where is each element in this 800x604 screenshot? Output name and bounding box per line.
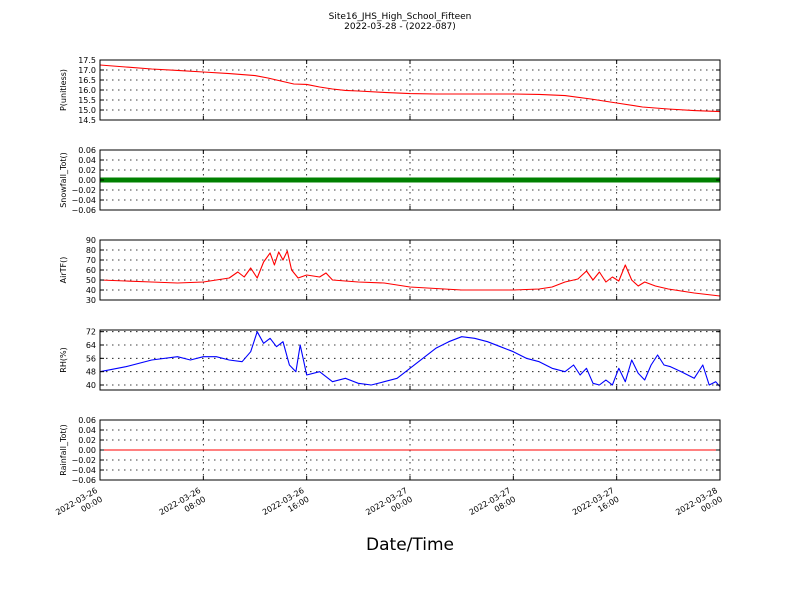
series-line bbox=[99, 64, 721, 113]
x-tick-label: 2022-03-2600:00 bbox=[54, 486, 104, 526]
x-tick-label: 2022-03-2716:00 bbox=[571, 486, 621, 526]
y-tick-label: 64 bbox=[86, 341, 96, 350]
y-tick-label: −0.02 bbox=[71, 186, 96, 195]
shared-x-axis: 2022-03-2600:00 2022-03-2608:00 2022-03-26… bbox=[54, 486, 724, 526]
y-tick-label: −0.04 bbox=[71, 196, 96, 205]
y-tick-label: 30 bbox=[86, 296, 96, 305]
y-tick-label: 0.06 bbox=[78, 416, 96, 425]
y-tick-label: 0.02 bbox=[78, 436, 96, 445]
y-tick-label: 40 bbox=[86, 381, 96, 390]
y-tick-label: 72 bbox=[86, 328, 96, 337]
y-tick-label: 56 bbox=[86, 354, 96, 363]
y-tick-label: 0.00 bbox=[78, 176, 96, 185]
y-tick-label: 0.00 bbox=[78, 446, 96, 455]
y-tick-label: 48 bbox=[86, 368, 96, 377]
subplot-2: −0.06−0.04−0.020.000.020.040.06 Snowfall_… bbox=[59, 146, 721, 215]
y-tick-label: 16.0 bbox=[78, 86, 96, 95]
y-tick-label: 70 bbox=[86, 256, 96, 265]
y-tick-label: 17.0 bbox=[78, 66, 96, 75]
figure-title-line2: 2022-03-28 - (2022-087) bbox=[344, 22, 456, 32]
y-tick-label: 40 bbox=[86, 286, 96, 295]
y-tick-label: 0.04 bbox=[78, 426, 96, 435]
subplot-5: −0.06−0.04−0.020.000.020.040.06 Rainfall_… bbox=[59, 416, 721, 485]
y-tick-label: 15.0 bbox=[78, 106, 96, 115]
y-tick-label: −0.06 bbox=[71, 476, 96, 485]
y-tick-label: 17.5 bbox=[78, 56, 96, 65]
y-tick-label: −0.04 bbox=[71, 466, 96, 475]
y-axis-label: Rainfall_Tot() bbox=[59, 424, 68, 476]
x-tick-label: 2022-03-2616:00 bbox=[261, 486, 311, 526]
y-axis-label: Snowfall_Tot() bbox=[59, 152, 68, 208]
y-tick-label: 0.06 bbox=[78, 146, 96, 155]
y-tick-label: 80 bbox=[86, 246, 96, 255]
y-tick-label: 15.5 bbox=[78, 96, 96, 105]
y-tick-label: 0.04 bbox=[78, 156, 96, 165]
y-tick-label: 60 bbox=[86, 266, 96, 275]
x-tick-label: 2022-03-2800:00 bbox=[674, 486, 724, 526]
y-tick-label: 14.5 bbox=[78, 116, 96, 125]
subplots: 14.515.015.516.016.517.017.5 P(unitless) −… bbox=[59, 56, 721, 485]
y-tick-label: 50 bbox=[86, 276, 96, 285]
y-axis-label: AirTF() bbox=[59, 257, 68, 284]
x-tick-label: 2022-03-2700:00 bbox=[364, 486, 414, 526]
figure-title-line1: Site16_JHS_High_School_Fifteen bbox=[329, 12, 472, 22]
x-tick-label: 2022-03-2708:00 bbox=[468, 486, 518, 526]
subplot-4: 40 48 56 64 72 RH(%) bbox=[59, 328, 721, 391]
y-tick-label: 0.02 bbox=[78, 166, 96, 175]
y-axis-label: RH(%) bbox=[59, 347, 68, 372]
y-axis-label: P(unitless) bbox=[59, 69, 68, 111]
subplot-1: 14.515.015.516.016.517.017.5 P(unitless) bbox=[59, 56, 721, 125]
y-tick-label: −0.06 bbox=[71, 206, 96, 215]
x-axis-label: Date/Time bbox=[366, 535, 454, 555]
y-tick-label: 90 bbox=[86, 236, 96, 245]
series-line bbox=[99, 250, 721, 297]
x-tick-label: 2022-03-2608:00 bbox=[158, 486, 208, 526]
y-tick-label: 16.5 bbox=[78, 76, 96, 85]
y-tick-label: −0.02 bbox=[71, 456, 96, 465]
series-line bbox=[99, 331, 721, 388]
